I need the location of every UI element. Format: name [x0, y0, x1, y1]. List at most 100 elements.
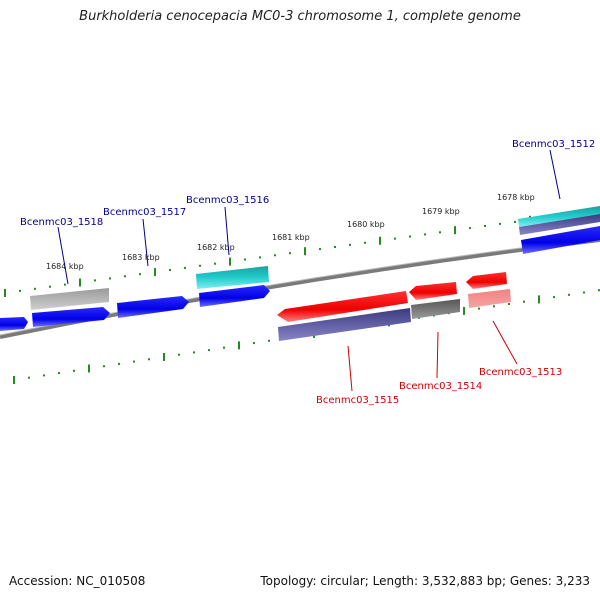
outer-minor-tick	[469, 227, 471, 230]
outer-minor-tick	[94, 279, 96, 282]
gene-arrow-1513[interactable]	[466, 272, 507, 289]
outer-minor-tick	[49, 285, 51, 288]
inner-minor-tick	[523, 300, 525, 303]
inner-minor-tick	[493, 305, 495, 308]
inner-minor-tick	[508, 303, 510, 305]
inner-minor-tick	[478, 307, 480, 310]
inner-minor-tick	[193, 351, 195, 354]
inner-minor-tick	[28, 376, 30, 379]
inner-minor-tick	[43, 374, 45, 377]
scale-label-1682: 1682 kbp	[197, 243, 235, 252]
leader-line-1515	[347, 345, 353, 392]
outer-minor-tick	[169, 269, 171, 271]
gene-arrow-1515[interactable]	[277, 291, 408, 322]
inner-minor-tick	[133, 360, 135, 363]
outer-major-tick	[79, 278, 81, 287]
outer-minor-tick	[199, 264, 201, 267]
scale-label-1683: 1683 kbp	[122, 253, 160, 262]
gene-arrow-1518[interactable]	[32, 307, 110, 327]
outer-minor-tick	[19, 289, 21, 292]
gene-arrow-left-edge[interactable]	[0, 317, 28, 331]
feature-box-navy-1512[interactable]	[519, 214, 600, 235]
outer-minor-tick	[499, 222, 501, 225]
accession-text: Accession: NC_010508	[9, 574, 146, 588]
outer-minor-tick	[409, 235, 411, 238]
outer-minor-tick	[259, 256, 261, 259]
gene-label-1515[interactable]: Bcenmc03_1515	[316, 395, 399, 406]
scale-label-1678: 1678 kbp	[497, 193, 535, 202]
outer-major-tick	[4, 289, 6, 297]
leader-line-1517	[142, 218, 149, 267]
scale-label-1679: 1679 kbp	[422, 207, 460, 216]
inner-minor-tick	[73, 369, 75, 372]
gene-label-1514[interactable]: Bcenmc03_1514	[399, 381, 482, 392]
outer-minor-tick	[124, 275, 126, 278]
feature-box-gray-1518[interactable]	[30, 288, 109, 310]
inner-minor-tick	[58, 372, 60, 375]
feature-box-navy-1515[interactable]	[278, 308, 411, 341]
inner-minor-tick	[553, 296, 555, 299]
inner-minor-tick	[148, 358, 150, 361]
outer-minor-tick	[439, 231, 441, 234]
inner-minor-tick	[178, 353, 180, 356]
gene-label-1513[interactable]: Bcenmc03_1513	[479, 367, 562, 378]
outer-minor-tick	[424, 233, 426, 236]
inner-major-tick	[163, 353, 165, 361]
leader-line-1516	[224, 206, 230, 256]
outer-minor-tick	[184, 266, 186, 269]
scale-label-1681: 1681 kbp	[272, 233, 310, 242]
gene-arrow-1516[interactable]	[199, 285, 270, 307]
gene-label-1516[interactable]: Bcenmc03_1516	[186, 195, 269, 206]
outer-major-tick	[154, 268, 156, 277]
leader-line-1513	[492, 320, 518, 365]
outer-minor-tick	[64, 283, 66, 286]
inner-major-tick	[538, 295, 540, 304]
outer-minor-tick	[244, 258, 246, 261]
inner-minor-tick	[268, 339, 270, 342]
gene-label-1518[interactable]: Bcenmc03_1518	[20, 217, 103, 228]
inner-minor-tick	[118, 362, 120, 365]
outer-minor-tick	[319, 248, 321, 251]
inner-minor-tick	[223, 346, 225, 349]
chromosome-backbone	[0, 238, 600, 339]
inner-major-tick	[88, 364, 90, 373]
feature-box-pink-1513[interactable]	[468, 289, 511, 308]
outer-major-tick	[454, 226, 456, 235]
gene-arrow-1514[interactable]	[409, 282, 457, 300]
outer-tick-track	[4, 210, 591, 297]
inner-minor-tick	[598, 289, 600, 292]
inner-major-tick	[238, 341, 240, 350]
outer-major-tick	[304, 247, 306, 256]
feature-box-dark-1514[interactable]	[411, 299, 460, 319]
outer-minor-tick	[394, 237, 396, 240]
leader-line-1514	[436, 331, 439, 379]
inner-major-tick	[463, 306, 465, 315]
gene-label-1517[interactable]: Bcenmc03_1517	[103, 207, 186, 218]
outer-minor-tick	[274, 254, 276, 257]
outer-minor-tick	[289, 252, 291, 255]
inner-major-tick	[13, 376, 15, 384]
gene-arrow-1512[interactable]	[521, 226, 600, 254]
gene-label-1512[interactable]: Bcenmc03_1512	[512, 139, 595, 150]
inner-minor-tick	[103, 365, 105, 368]
outer-minor-tick	[214, 262, 216, 265]
genome-summary-text: Topology: circular; Length: 3,532,883 bp…	[260, 574, 590, 588]
outer-minor-tick	[34, 287, 36, 290]
feature-box-teal-1516[interactable]	[196, 266, 269, 289]
inner-minor-tick	[208, 349, 210, 352]
outer-minor-tick	[109, 277, 111, 280]
scale-label-1680: 1680 kbp	[347, 220, 385, 229]
inner-minor-tick	[568, 293, 570, 296]
inner-minor-tick	[583, 291, 585, 294]
inner-minor-tick	[253, 342, 255, 345]
outer-major-tick	[229, 257, 231, 266]
leader-line-1518	[57, 226, 69, 285]
outer-minor-tick	[484, 225, 486, 227]
outer-minor-tick	[139, 273, 141, 276]
gene-arrow-1517[interactable]	[117, 296, 189, 318]
outer-major-tick	[379, 236, 381, 245]
feature-box-teal-1512[interactable]	[518, 206, 600, 227]
outer-minor-tick	[364, 241, 366, 244]
leader-line-1512	[549, 149, 561, 200]
